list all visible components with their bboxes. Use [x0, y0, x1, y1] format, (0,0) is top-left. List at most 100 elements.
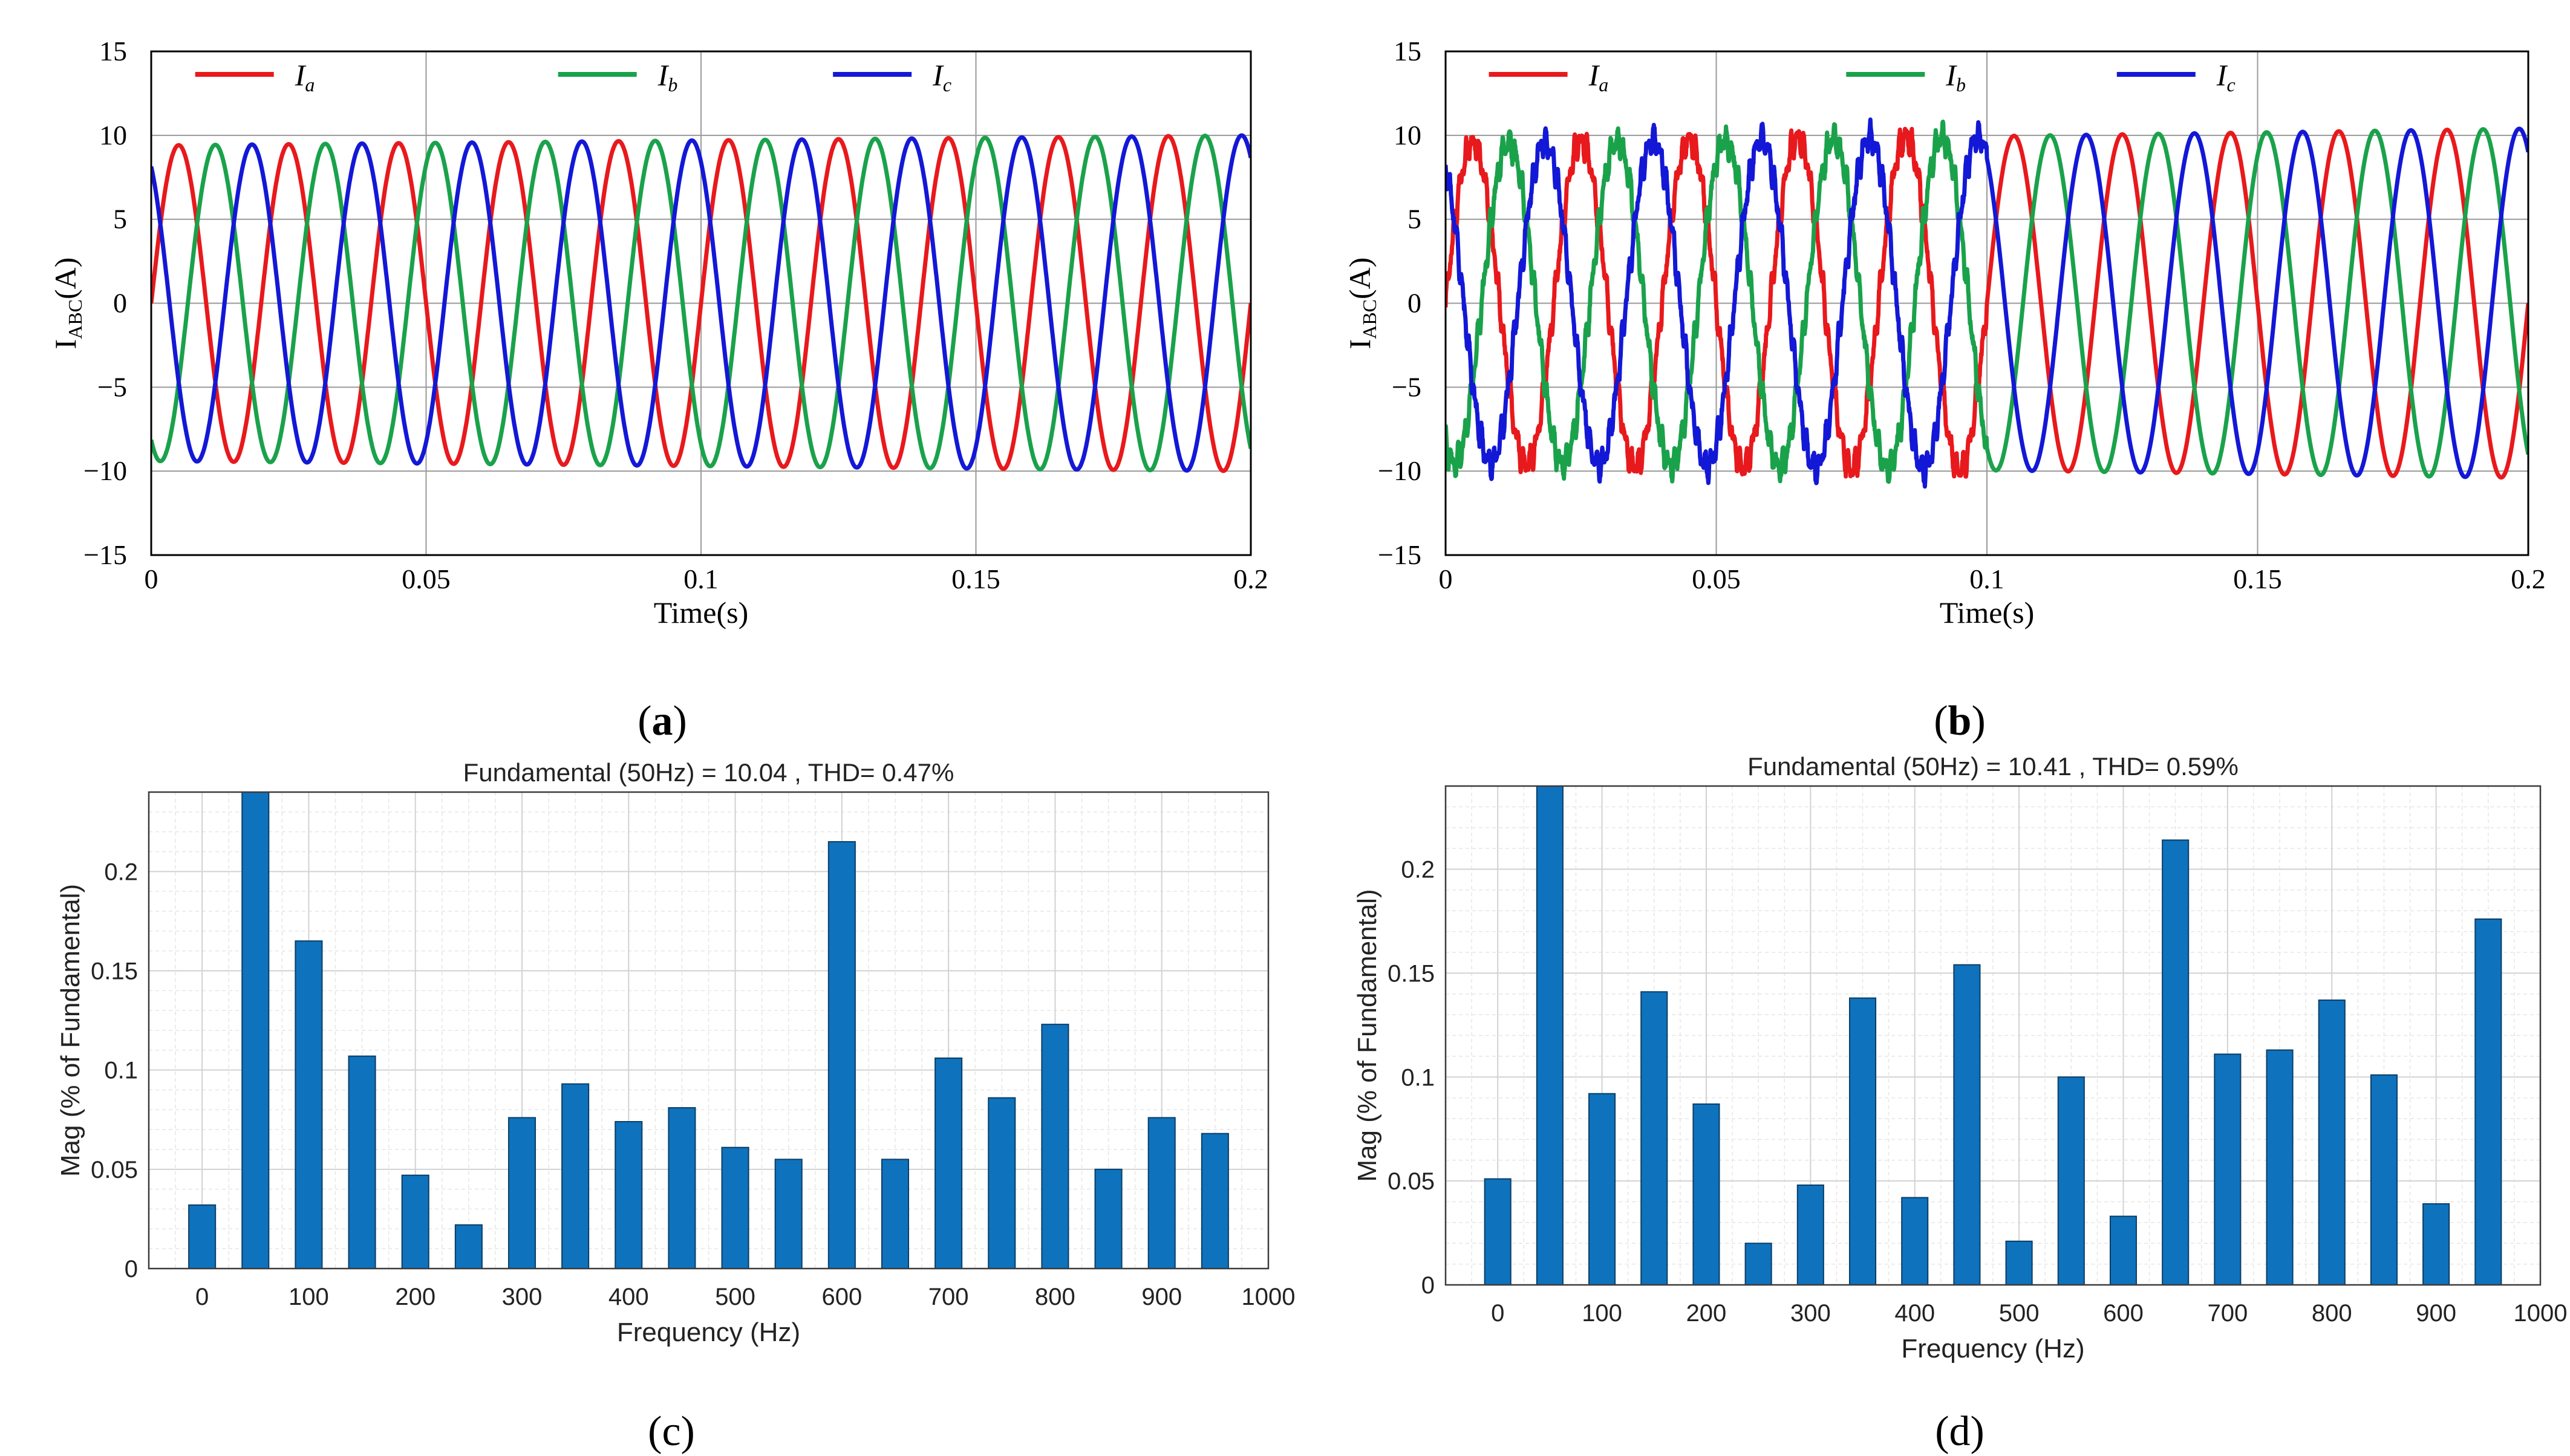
x-tick-label: 0.05	[402, 564, 451, 594]
y-tick-label: 0	[1421, 1272, 1435, 1299]
y-tick-label: 0.15	[91, 958, 138, 985]
legend-label-sub: c	[943, 74, 951, 96]
caption: (d)	[1935, 1408, 1985, 1455]
caption-close: )	[1971, 1408, 1985, 1455]
caption-close: )	[1971, 698, 1985, 744]
x-tick-label: 0.2	[1233, 564, 1268, 594]
y-tick-label: 0	[125, 1256, 138, 1282]
bar	[1484, 1178, 1512, 1285]
legend-label-sub: a	[1599, 74, 1608, 96]
x-tick-label: 100	[289, 1284, 329, 1310]
legend-label-main: I	[657, 58, 670, 92]
bar	[1588, 1093, 1616, 1285]
x-tick-label: 500	[1999, 1300, 2040, 1327]
y-tick-label: 10	[99, 120, 127, 151]
series-line-c	[1446, 117, 2528, 489]
caption-open: (	[648, 1408, 662, 1455]
bar	[2370, 1074, 2398, 1285]
x-tick-label: 0.15	[951, 564, 1000, 594]
legend-label-sub: b	[668, 74, 677, 96]
caption: (b)	[1934, 698, 1986, 744]
x-tick-label: 900	[2416, 1300, 2456, 1327]
bar	[721, 1146, 749, 1270]
legend-label-main: I	[1588, 58, 1600, 92]
chart-d: 0 100 200 300 400 500 600 700 800 900 1000 0 0.05 0.1…	[1352, 752, 2567, 1455]
x-tick-label: 1000	[2514, 1300, 2568, 1327]
bar	[561, 1083, 590, 1270]
x-tick-label: 400	[1894, 1300, 1935, 1327]
x-tick-label: 800	[1035, 1284, 1075, 1310]
x-axis-label: Time(s)	[1940, 596, 2035, 629]
legend-label-a: Ia	[1588, 58, 1609, 96]
bar	[1147, 1117, 1176, 1270]
bar	[348, 1055, 376, 1270]
x-tick-label: 0	[195, 1284, 209, 1310]
bar	[774, 1159, 803, 1269]
y-tick-label: 0	[113, 288, 127, 319]
caption: (c)	[648, 1408, 695, 1455]
bar	[1094, 1168, 1123, 1270]
y-tick-label: −10	[1378, 455, 1421, 486]
y-tick-label: 0.05	[1388, 1168, 1435, 1195]
bar	[1848, 997, 1877, 1285]
bar	[615, 1121, 643, 1269]
bar	[668, 1107, 696, 1270]
plot-frame	[1444, 50, 2529, 556]
x-tick-label: 1000	[1242, 1284, 1296, 1310]
x-tick-label: 0	[1491, 1300, 1504, 1327]
series-line-a	[1446, 126, 2528, 480]
plot-frame	[1444, 785, 2542, 1286]
y-axis-label: Mag (% of Fundamental)	[1352, 889, 1382, 1181]
y-tick-label: 0.15	[1388, 960, 1435, 987]
x-tick-label: 0.15	[2233, 564, 2282, 594]
bar	[507, 1117, 537, 1270]
x-tick-label: 600	[821, 1284, 862, 1310]
caption-letter: d	[1949, 1408, 1971, 1455]
legend-label-main: I	[932, 58, 944, 92]
legend-label-b: Ib	[1945, 58, 1966, 96]
y-tick-label: 5	[1407, 204, 1421, 235]
y-tick-label: 10	[1394, 120, 1421, 151]
x-tick-label: 0.1	[1969, 564, 2004, 594]
series-line-c	[151, 133, 1251, 473]
y-axis-label-main: I	[1343, 339, 1377, 349]
bar	[1041, 1024, 1069, 1270]
bar	[881, 1159, 910, 1269]
series-line-b	[1446, 119, 2528, 484]
y-axis-label-sub: ABC	[1358, 299, 1380, 339]
x-tick-label: 200	[395, 1284, 435, 1310]
bar	[454, 1224, 483, 1270]
x-tick-label: 0	[1439, 564, 1453, 594]
bar	[1692, 1103, 1720, 1285]
x-tick-label: 700	[2207, 1300, 2248, 1327]
caption-open: (	[1935, 1408, 1949, 1455]
bar	[2214, 1053, 2242, 1285]
y-axis-label-sub: ABC	[64, 299, 86, 339]
bar	[1536, 785, 1564, 1285]
caption-open: (	[1934, 698, 1948, 744]
y-tick-label: −15	[1378, 539, 1421, 570]
y-tick-label: 0.1	[104, 1058, 138, 1084]
legend-label-a: Ia	[295, 58, 315, 96]
y-tick-label: 5	[113, 204, 127, 235]
legend-label-sub: a	[305, 74, 315, 96]
plot-frame	[150, 50, 1252, 556]
bar	[988, 1097, 1016, 1269]
y-tick-label: −5	[1392, 371, 1421, 402]
bar	[2005, 1240, 2033, 1285]
y-tick-label: −5	[97, 371, 127, 402]
y-axis-label-unit: (A)	[1343, 258, 1377, 299]
y-tick-label: 0.1	[1401, 1064, 1435, 1091]
bar	[241, 791, 270, 1269]
bar	[2474, 918, 2502, 1285]
bar	[295, 940, 323, 1269]
caption: (a)	[638, 698, 687, 744]
y-axis-label: Mag (% of Fundamental)	[56, 884, 85, 1177]
legend-label-c: Ic	[2216, 58, 2236, 96]
y-axis-label: IABC(A)	[1343, 258, 1380, 349]
bar	[188, 1204, 217, 1270]
bar	[1744, 1243, 1772, 1285]
y-axis-label-unit: (A)	[48, 258, 82, 299]
